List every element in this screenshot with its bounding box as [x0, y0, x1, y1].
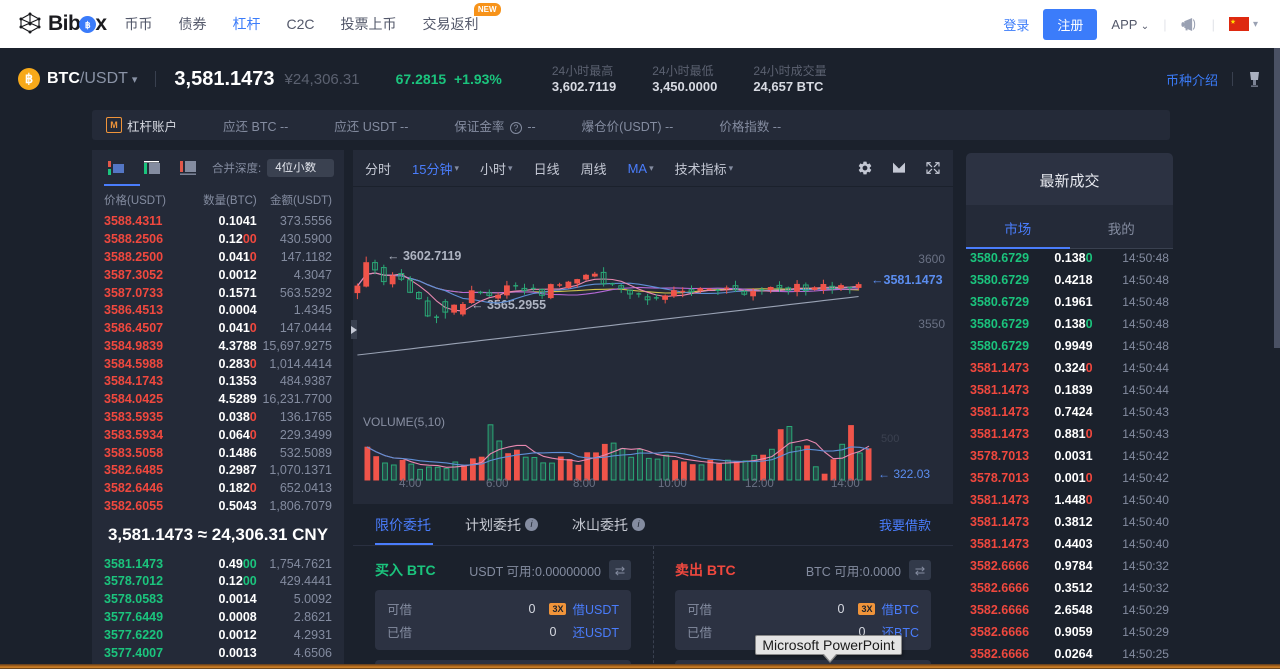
svg-text:฿: ฿ [85, 20, 91, 30]
